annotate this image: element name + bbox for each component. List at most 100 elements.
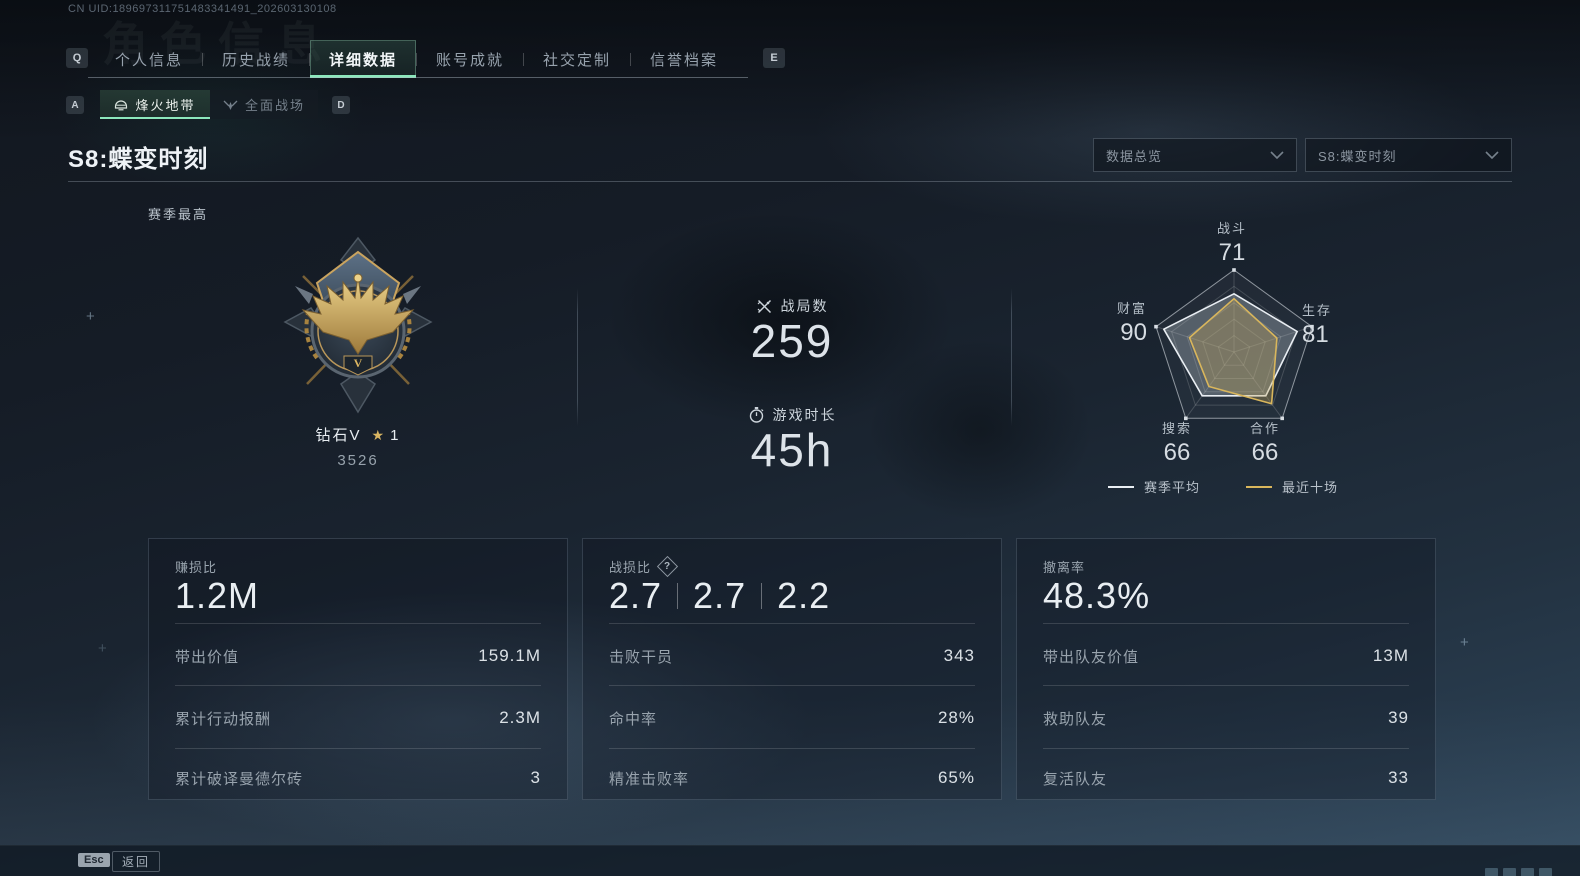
axis-value: 81	[1302, 321, 1329, 348]
stat-label: 带出价值	[175, 648, 240, 666]
legend-label: 赛季平均	[1144, 480, 1201, 495]
tab-reputation[interactable]: 信誉档案	[649, 51, 718, 69]
axis-value: 90	[1120, 319, 1147, 346]
tab-achievements[interactable]: 账号成就	[435, 51, 504, 69]
chevron-down-icon	[1270, 151, 1284, 159]
axis-value: 66	[1251, 439, 1279, 466]
card-profit-ratio: 赚损比 1.2M 带出价值 159.1M 累计行动报酬 2.3M 累计破译曼德尔…	[148, 538, 568, 800]
tab-detailed-stats[interactable]: 详细数据	[310, 40, 416, 78]
card-title: 撤离率	[1043, 557, 1085, 576]
card-divider	[175, 685, 541, 686]
stat-row: 累计破译曼德尔砖 3	[175, 753, 541, 803]
rank-emblem: V	[283, 236, 433, 414]
stat-value: 13M	[1372, 646, 1409, 665]
stat-row: 带出价值 159.1M	[175, 631, 541, 681]
help-icon[interactable]: ?	[656, 555, 679, 578]
back-button[interactable]: 返回	[112, 851, 161, 872]
legend-line	[1108, 485, 1134, 488]
stat-label: 带出队友价值	[1043, 648, 1140, 666]
legend-line	[1246, 485, 1273, 488]
stat-value: 159.1M	[478, 646, 541, 665]
axis-label: 搜索	[1161, 421, 1192, 436]
card-divider	[175, 623, 541, 624]
kd-value-2: 2.7	[693, 575, 747, 616]
rank-name: 钻石V	[315, 427, 362, 444]
card-divider	[609, 623, 975, 624]
crossed-swords-icon	[757, 299, 771, 313]
stat-value: 33	[1388, 768, 1409, 787]
helmet-icon	[115, 100, 128, 111]
rank-star-count: 1	[390, 427, 401, 444]
tab-personal-info[interactable]: 个人信息	[114, 51, 183, 69]
stat-label: 救助队友	[1043, 710, 1108, 728]
card-big-value: 48.3%	[1043, 575, 1151, 616]
tab-separator	[309, 52, 310, 66]
card-kd-ratio: 战损比 ? 2.7 2.7 2.2 击败干员 343 命中率 28% 精准击败率…	[582, 538, 1002, 800]
season-select-dropdown[interactable]: S8:蝶变时刻	[1305, 138, 1512, 172]
legend-recent-ten: 最近十场	[1246, 477, 1338, 496]
stat-label: 累计破译曼德尔砖	[175, 770, 304, 788]
player-uid: CN UID:189697311751483341491_20260313010…	[68, 3, 337, 15]
rank-name-row: 钻石V ★ 1	[258, 424, 458, 445]
decorative-cross-marker: +	[98, 640, 107, 657]
card-divider	[1043, 685, 1409, 686]
rank-points: 3526	[337, 452, 379, 469]
data-overview-dropdown[interactable]: 数据总览	[1093, 138, 1297, 172]
tab-match-history[interactable]: 历史战绩	[221, 51, 290, 69]
subtab-hazard-zone[interactable]: 烽火地带	[100, 90, 210, 119]
stat-row: 精准击败率 65%	[609, 753, 975, 803]
radar-legend: 赛季平均 最近十场	[1108, 477, 1338, 496]
subtab-label: 全面战场	[244, 98, 305, 113]
stat-label: 复活队友	[1043, 770, 1108, 788]
stat-value: 65%	[937, 768, 975, 787]
card-divider	[1043, 748, 1409, 749]
kd-value-3: 2.2	[777, 575, 831, 616]
card-divider	[609, 748, 975, 749]
matches-label-row: 战局数	[712, 296, 872, 316]
stat-row: 带出队友价值 13M	[1043, 631, 1409, 681]
matches-label: 战局数	[780, 298, 829, 314]
stat-value: 2.3M	[499, 708, 541, 727]
value-separator	[761, 583, 763, 609]
subtab-label: 烽火地带	[135, 98, 196, 113]
stat-label: 击败干员	[609, 648, 674, 666]
card-big-value: 1.2M	[175, 575, 260, 616]
rank-star-icon: ★	[371, 427, 387, 443]
key-hint-e: E	[763, 48, 785, 68]
wings-icon	[223, 100, 238, 110]
tab-bar-underline	[88, 77, 748, 78]
clipped-text-fragment	[1485, 868, 1552, 876]
stat-label: 命中率	[609, 710, 658, 728]
stat-value: 343	[943, 646, 975, 665]
radar-chart	[1154, 268, 1314, 421]
card-title-text: 撤离率	[1043, 560, 1086, 575]
stat-row: 累计行动报酬 2.3M	[175, 693, 541, 743]
card-big-value: 2.7 2.7 2.2	[609, 575, 830, 617]
playtime-value: 45h	[750, 424, 834, 476]
radar-axis-wealth: 财富 90	[1085, 298, 1147, 347]
chevron-down-icon	[1485, 151, 1499, 159]
stat-row: 命中率 28%	[609, 693, 975, 743]
stat-label: 精准击败率	[609, 770, 690, 788]
subtab-warfare[interactable]: 全面战场	[210, 90, 318, 119]
card-title: 赚损比	[175, 557, 217, 576]
tab-social[interactable]: 社交定制	[542, 51, 611, 69]
card-divider	[609, 685, 975, 686]
decorative-cross-marker: +	[1460, 634, 1469, 651]
dropdown-value: 数据总览	[1106, 148, 1163, 164]
axis-label: 合作	[1249, 421, 1280, 436]
title-divider	[68, 181, 1512, 182]
stopwatch-icon	[749, 407, 763, 423]
radar-axis-survival: 生存 81	[1302, 300, 1372, 349]
stat-value: 3	[530, 768, 541, 787]
stat-row: 复活队友 33	[1043, 753, 1409, 803]
key-hint-esc: Esc	[78, 853, 110, 867]
kd-value-1: 2.7	[609, 575, 663, 616]
stat-label: 累计行动报酬	[175, 710, 272, 728]
legend-season-average: 赛季平均	[1108, 477, 1200, 496]
card-title-text: 战损比	[609, 560, 652, 575]
tab-separator	[630, 52, 631, 66]
matches-value: 259	[750, 315, 834, 367]
card-title: 战损比 ?	[609, 555, 679, 578]
stat-row: 救助队友 39	[1043, 693, 1409, 743]
